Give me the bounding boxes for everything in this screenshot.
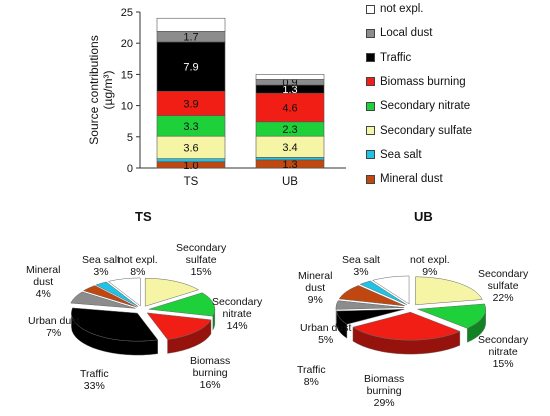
data-label: 4.6 <box>282 102 297 114</box>
pie-slice-urban-dust <box>70 291 136 309</box>
pie-slice-urban-dust <box>335 300 405 310</box>
pie-slice-sea-salt <box>359 280 407 305</box>
pie-label-not-expl-: not expl. 9% <box>410 254 450 278</box>
data-label: 3.4 <box>282 142 297 154</box>
data-label: 0.9 <box>282 77 297 89</box>
pie-label-biomass-burning: Biomass burning 29% <box>364 373 405 409</box>
pie-title-ub: UB <box>414 209 433 224</box>
pie-label-mineral-dust: Mineral dust 4% <box>26 264 61 300</box>
legend-item: not expl. <box>366 2 423 16</box>
pie-slice-not-expl- <box>107 277 141 307</box>
legend-swatch <box>366 150 375 160</box>
data-label: 7.9 <box>183 62 198 74</box>
y-tick-label: 15 <box>121 69 133 81</box>
legend-item: Local dust <box>366 26 432 40</box>
legend-item: Traffic <box>366 51 411 65</box>
data-label: 3.6 <box>183 142 198 154</box>
legend-swatch <box>366 126 375 135</box>
pie-slice-biomass-burning <box>352 311 461 341</box>
x-tick-label: TS <box>184 176 199 188</box>
pie-slice-secondary-nitrate <box>417 303 486 329</box>
pie-slice-traffic <box>336 309 405 325</box>
bar-segment-biomass-burning-ts <box>156 90 226 116</box>
legend-label: Mineral dust <box>380 173 443 186</box>
legend-swatch <box>366 77 375 87</box>
bar-segment-not-expl--ts <box>156 17 226 32</box>
pie-chart-ts <box>70 277 216 356</box>
y-tick-label: 0 <box>127 163 133 175</box>
legend-label: Local dust <box>380 27 433 40</box>
legend-item: Secondary sulfate <box>366 124 472 138</box>
pie-slice-biomass-burning <box>146 312 212 340</box>
y-axis-label-unit: (µg/m³) <box>101 71 115 110</box>
legend-item: Mineral dust <box>366 172 443 186</box>
data-label: 1.3 <box>282 84 297 96</box>
pie-label-secondary-nitrate: Secondary nitrate 15% <box>478 334 529 370</box>
legend-swatch <box>366 53 375 63</box>
legend-swatch <box>366 174 375 184</box>
x-tick-label: UB <box>282 176 298 188</box>
legend-label: not expl. <box>380 3 424 15</box>
data-label: 1.7 <box>183 32 198 44</box>
pie-label-not-expl-: not expl. 8% <box>118 254 158 278</box>
stacked-bar-chart: 0 5 10 15 20 25 Source contributions (µg/m³) 1.0… <box>87 7 346 188</box>
pie-slice-not-expl- <box>371 275 410 305</box>
legend-swatch <box>366 4 375 14</box>
legend-label: Biomass burning <box>380 75 466 88</box>
pie-title-ts: TS <box>135 209 152 224</box>
legend-label: Secondary nitrate <box>380 100 471 113</box>
pie-label-sea-salt: Sea salt 3% <box>82 254 120 278</box>
legend-item: Secondary nitrate <box>366 99 470 113</box>
pie-slice-mineral-dust <box>82 285 138 308</box>
data-label: 1.3 <box>282 159 297 171</box>
data-label: 1.0 <box>183 160 198 172</box>
legend-label: Sea salt <box>380 148 422 161</box>
y-tick-label: 25 <box>121 7 133 19</box>
pie-label-secondary-sulfate: Secondary sulfate 22% <box>478 268 529 304</box>
bar-segment-sea-salt-ts <box>156 158 226 163</box>
y-tick-label: 10 <box>121 101 133 113</box>
pie-label-urban-dust: Urban dust 5% <box>300 322 352 346</box>
pie-label-secondary-nitrate: Secondary nitrate 14% <box>212 296 263 332</box>
pie-chart-ub <box>335 275 486 355</box>
legend-item: Biomass burning <box>366 75 466 89</box>
y-axis-label: Source contributions <box>87 35 101 144</box>
pie-label-traffic: Traffic 8% <box>297 364 326 388</box>
legend-swatch <box>366 101 375 111</box>
pie-slice-secondary-sulfate <box>415 276 483 306</box>
pie-slice-sea-salt <box>95 281 139 307</box>
legend-label: Traffic <box>380 51 412 64</box>
pie-label-secondary-sulfate: Secondary sulfate 15% <box>176 242 227 278</box>
pie-slice-secondary-sulfate <box>144 278 200 307</box>
pie-slice-secondary-nitrate <box>148 292 216 317</box>
legend-swatch <box>366 28 375 38</box>
pie-slice-mineral-dust <box>338 285 406 307</box>
pie-label-urban-dust: Urban dust 7% <box>28 315 80 339</box>
legend-item: Sea salt <box>366 148 422 162</box>
pie-slice-traffic <box>71 307 159 342</box>
data-label: 2.3 <box>282 124 297 136</box>
pie-label-traffic: Traffic 33% <box>80 368 109 392</box>
bar-segment-traffic-ts <box>156 41 226 92</box>
legend-label: Secondary sulfate <box>380 124 473 137</box>
data-label: 3.9 <box>183 98 198 110</box>
bar-segment-not-expl--ub <box>255 74 325 80</box>
pie-label-biomass-burning: Biomass burning 16% <box>190 355 231 391</box>
y-tick-label: 20 <box>121 38 133 50</box>
pie-label-mineral-dust: Mineral dust 9% <box>298 270 333 306</box>
y-tick-label: 5 <box>127 132 133 144</box>
pie-label-sea-salt: Sea salt 3% <box>342 254 380 278</box>
bar-segment-sea-salt-ub <box>255 157 325 161</box>
data-label: 3.3 <box>183 121 198 133</box>
